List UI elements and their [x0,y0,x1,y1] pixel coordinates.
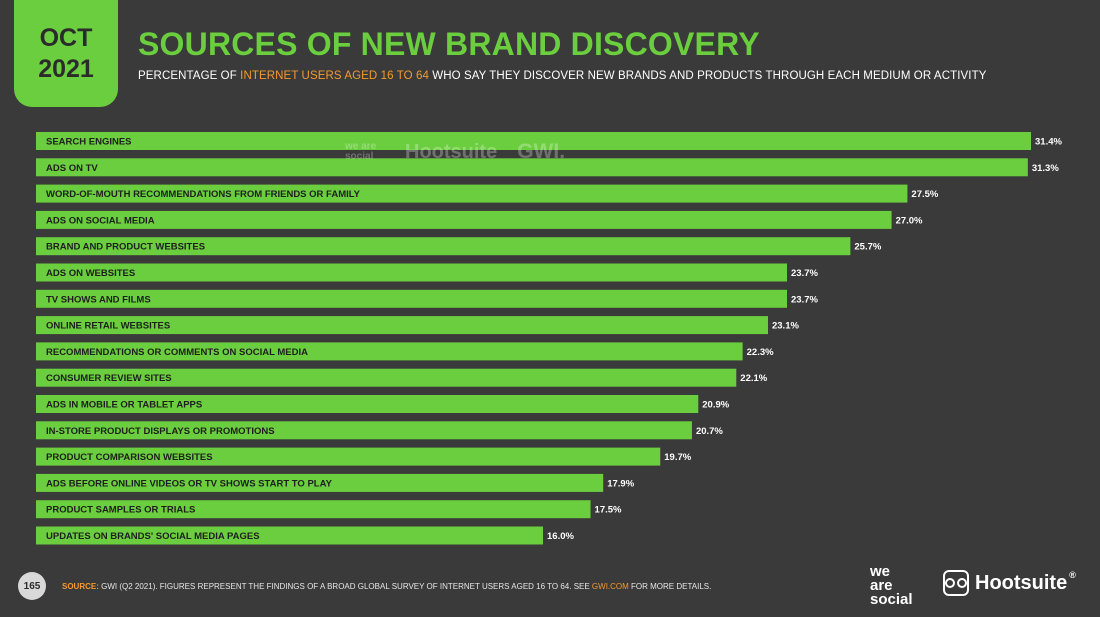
bar [36,447,661,466]
bar [36,395,699,413]
category-label: ADS BEFORE ONLINE VIDEOS OR TV SHOWS STA… [46,478,333,489]
value-label: 22.3% [747,347,774,358]
date-month: OCT [39,23,93,52]
subtitle-highlight: INTERNET USERS AGED 16 TO 64 [240,70,429,82]
watermark-we-are-social: we are social [345,141,377,162]
value-label: 19.7% [664,452,691,463]
owl-icon [943,570,969,596]
category-label: UPDATES ON BRANDS' SOCIAL MEDIA PAGES [46,531,260,542]
we-are-social-logo: we are social [870,563,913,608]
bar [36,500,591,519]
category-label: PRODUCT COMPARISON WEBSITES [46,452,213,463]
hootsuite-logo: Hootsuite ® [943,570,1076,596]
bar [36,316,768,335]
page-number: 165 [18,572,46,600]
category-label: IN-STORE PRODUCT DISPLAYS OR PROMOTIONS [46,426,275,437]
bar [36,263,788,282]
subtitle-post: WHO SAY THEY DISCOVER NEW BRANDS AND PRO… [428,70,987,82]
value-label: 17.5% [595,505,622,516]
category-label: CONSUMER REVIEW SITES [46,373,172,384]
watermark: we are social Hootsuite GWI. [345,134,565,170]
date-year: 2021 [38,54,94,83]
category-label: PRODUCT SAMPLES OR TRIALS [46,505,195,516]
bar [36,132,1031,150]
page-subtitle: PERCENTAGE OF INTERNET USERS AGED 16 TO … [138,70,986,82]
subtitle-pre: PERCENTAGE OF [138,70,241,82]
value-label: 27.5% [911,189,938,200]
date-badge: OCT 2021 [14,0,118,107]
value-label: 20.7% [696,426,723,437]
value-label: 23.7% [791,268,818,279]
watermark-gwi: GWI. [517,140,566,163]
bar [36,368,737,387]
category-label: ADS ON WEBSITES [46,268,135,279]
hootsuite-wordmark: Hootsuite [975,571,1068,594]
value-label: 25.7% [854,242,881,253]
category-label: SEARCH ENGINES [46,137,132,148]
category-label: TV SHOWS AND FILMS [46,294,151,305]
bar [36,237,851,256]
value-label: 31.3% [1032,163,1059,174]
registered-mark: ® [1069,570,1076,580]
bar [36,158,1028,177]
value-label: 22.1% [740,373,767,384]
value-label: 16.0% [547,531,574,542]
source-note: SOURCE: GWI (Q2 2021). FIGURES REPRESENT… [62,582,711,591]
value-label: 23.1% [772,321,799,332]
logo-we: we [870,563,891,580]
logo-social: social [870,591,913,608]
source-label: SOURCE: [62,582,99,591]
bar [36,526,544,545]
category-label: ADS ON TV [46,163,98,174]
category-label: ONLINE RETAIL WEBSITES [46,321,170,332]
value-label: 27.0% [896,215,923,226]
logo-are: are [870,577,893,594]
category-label: WORD-OF-MOUTH RECOMMENDATIONS FROM FRIEN… [46,189,361,200]
bar [36,289,788,308]
value-label: 17.9% [607,478,634,489]
category-label: ADS ON SOCIAL MEDIA [46,215,155,226]
value-label: 23.7% [791,294,818,305]
source-tail: FOR MORE DETAILS. [628,582,712,591]
value-label: 20.9% [702,400,729,411]
value-label: 31.4% [1035,137,1062,148]
watermark-hootsuite: Hootsuite [405,140,498,163]
bar [36,184,908,203]
bar [36,473,604,492]
category-label: ADS IN MOBILE OR TABLET APPS [46,400,202,411]
source-text: GWI (Q2 2021). FIGURES REPRESENT THE FIN… [98,582,592,591]
page-title: SOURCES OF NEW BRAND DISCOVERY [138,26,760,62]
bar [36,342,743,361]
category-label: RECOMMENDATIONS OR COMMENTS ON SOCIAL ME… [46,347,308,358]
source-link[interactable]: GWI.COM [591,582,629,591]
bar [36,421,692,440]
category-label: BRAND AND PRODUCT WEBSITES [46,242,205,253]
bar [36,210,892,229]
